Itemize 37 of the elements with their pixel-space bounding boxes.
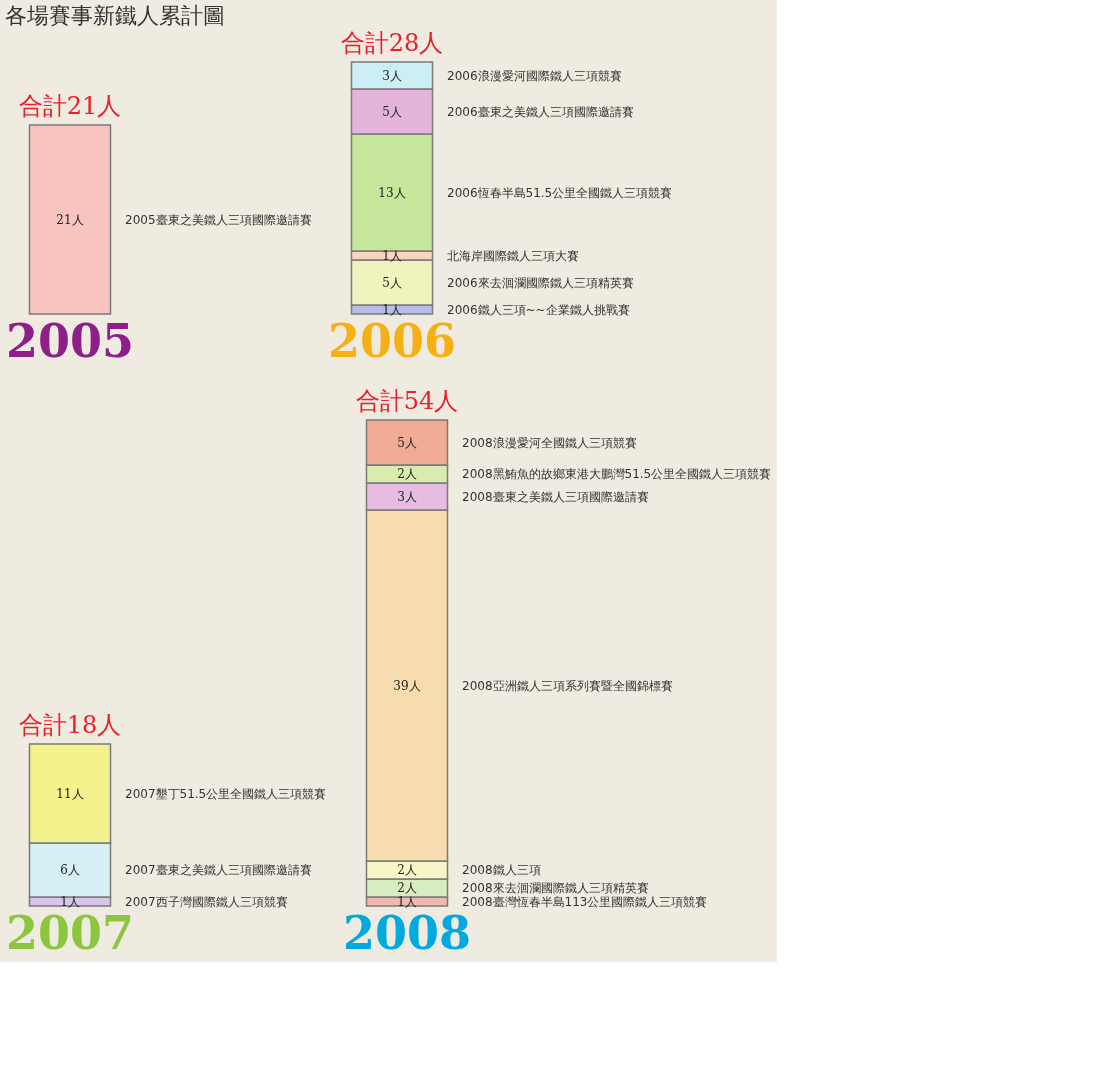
data-label: 3人 (397, 489, 417, 504)
data-label: 5人 (397, 435, 417, 450)
series-label: 2008亞洲鐵人三項系列賽暨全國錦標賽 (462, 678, 673, 693)
series-label: 2006臺東之美鐵人三項國際邀請賽 (447, 104, 634, 119)
data-label: 21人 (56, 212, 84, 227)
series-label: 2007墾丁51.5公里全國鐵人三項競賽 (125, 786, 327, 801)
chart-title: 各場賽事新鐵人累計圖 (5, 3, 226, 28)
data-label: 5人 (382, 104, 402, 119)
total-label: 合計28人 (340, 29, 444, 57)
series-label: 2008臺灣恆春半島113公里國際鐵人三項競賽 (462, 894, 708, 909)
data-label: 2人 (397, 467, 417, 481)
series-label: 2008鐵人三項 (462, 863, 541, 877)
series-label: 2006鐵人三項~~企業鐵人挑戰賽 (447, 302, 630, 317)
total-label: 合計18人 (18, 711, 122, 739)
data-label: 5人 (382, 275, 402, 290)
data-label: 3人 (382, 68, 402, 83)
series-label: 2006浪漫愛河國際鐵人三項競賽 (447, 68, 622, 83)
series-label: 2008來去洄瀾國際鐵人三項精英賽 (462, 881, 649, 895)
series-label: 2006來去洄瀾國際鐵人三項精英賽 (447, 275, 634, 290)
data-label: 2人 (397, 863, 417, 877)
data-label: 11人 (56, 786, 84, 801)
data-label: 1人 (382, 248, 402, 263)
x-tick-label: 2005 (5, 313, 135, 368)
series-label: 2005臺東之美鐵人三項國際邀請賽 (125, 212, 312, 227)
data-label: 2人 (397, 881, 417, 895)
total-label: 合計54人 (355, 387, 459, 415)
series-label: 2007臺東之美鐵人三項國際邀請賽 (125, 863, 312, 877)
data-label: 13人 (378, 185, 406, 200)
data-label: 6人 (60, 863, 80, 877)
data-label: 39人 (393, 678, 421, 693)
series-label: 2006恆春半島51.5公里全國鐵人三項競賽 (447, 185, 673, 200)
series-label: 2008臺東之美鐵人三項國際邀請賽 (462, 489, 649, 504)
series-label: 2007西子灣國際鐵人三項競賽 (125, 894, 288, 909)
series-label: 北海岸國際鐵人三項大賽 (447, 248, 579, 263)
total-label: 合計21人 (18, 92, 122, 120)
series-label: 2008浪漫愛河全國鐵人三項競賽 (462, 435, 637, 450)
series-label: 2008黑鮪魚的故鄉東港大鵬灣51.5公里全國鐵人三項競賽 (462, 467, 772, 481)
